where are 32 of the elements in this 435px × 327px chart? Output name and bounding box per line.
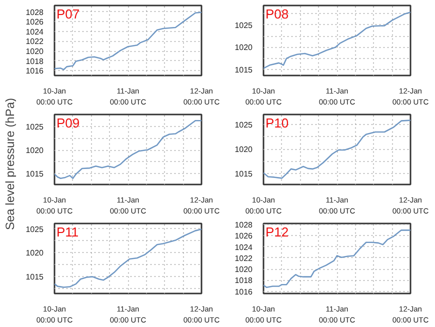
y-tick-label: 1020: [234, 265, 254, 274]
chart-title: P12: [266, 224, 289, 240]
y-tick-label: 1025: [234, 20, 254, 30]
y-tick-label: 1022: [26, 37, 44, 46]
chart-title: P11: [56, 224, 79, 240]
y-tick-label: 1020: [234, 145, 254, 154]
y-tick-label: 1024: [26, 27, 44, 36]
y-tick-label: 1020: [26, 47, 44, 56]
y-tick-label: 1016: [234, 287, 254, 296]
y-tick-label: 1026: [26, 18, 44, 27]
y-tick-label: 1026: [234, 232, 254, 241]
y-tick-label: 1015: [26, 272, 44, 282]
y-tick-label: 1024: [234, 242, 254, 252]
chart-title: P09: [56, 116, 80, 130]
y-tick-label: 1015: [234, 66, 254, 75]
y-tick-label: 1018: [26, 56, 44, 66]
y-tick-label: 1025: [26, 122, 44, 132]
y-tick-label: 1020: [26, 146, 44, 156]
y-tick-label: 1028: [234, 220, 254, 230]
chart-title: P10: [266, 116, 289, 130]
y-tick-label: 1015: [234, 169, 254, 178]
y-tick-label: 1025: [234, 120, 254, 130]
chart-title: P08: [266, 6, 289, 22]
y-tick-label: 1020: [234, 43, 254, 52]
y-tick-label: 1018: [234, 276, 254, 286]
y-tick-label: 1020: [26, 248, 44, 258]
y-tick-label: 1015: [26, 170, 44, 179]
y-tick-label: 1022: [234, 254, 254, 263]
y-tick-label: 1025: [26, 224, 44, 234]
chart-title: P07: [56, 6, 80, 22]
y-tick-label: 1016: [26, 66, 44, 76]
y-tick-label: 1028: [26, 8, 44, 17]
